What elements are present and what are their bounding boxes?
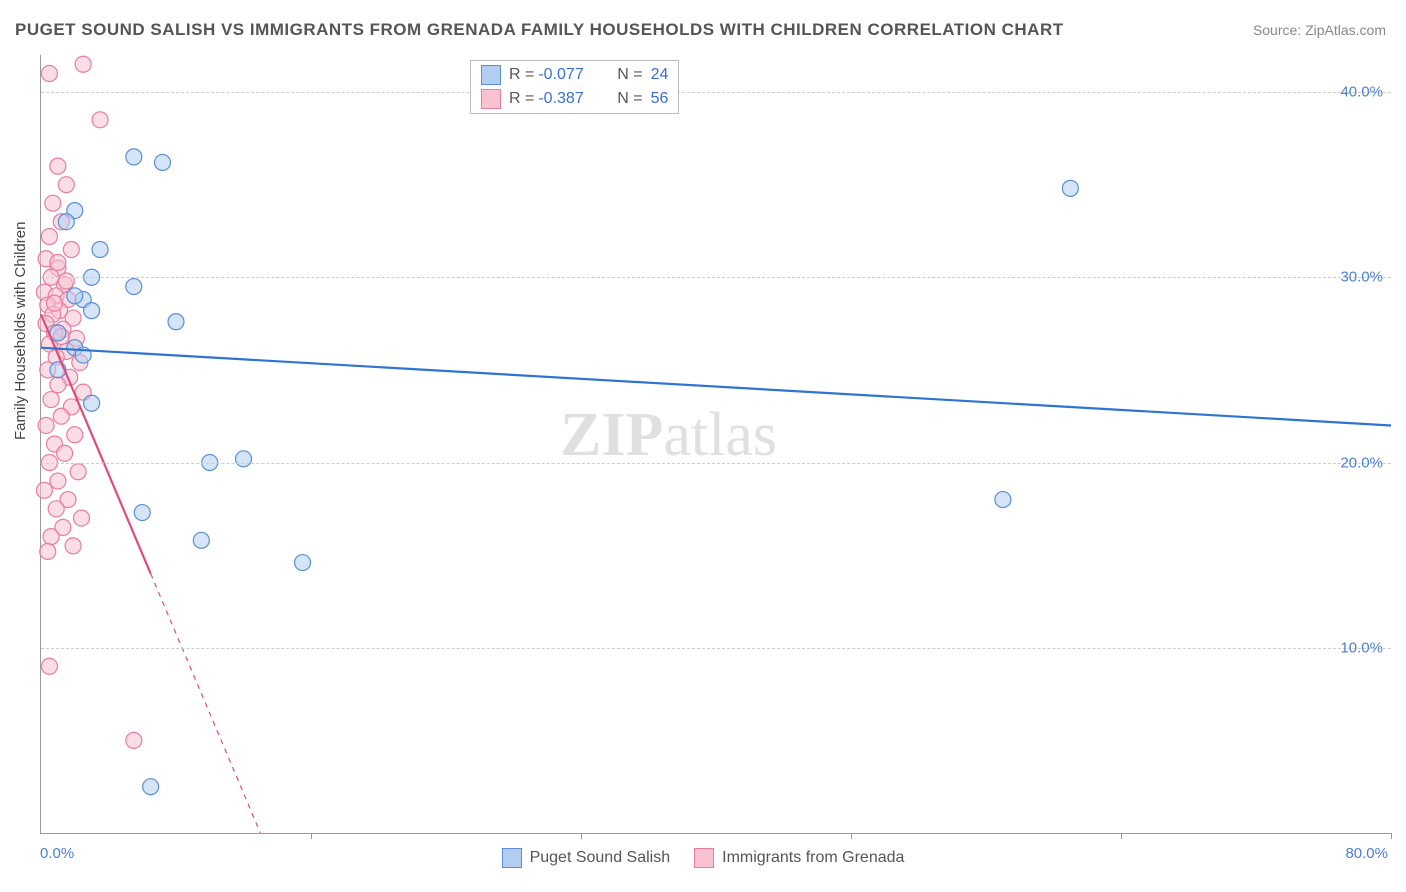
blue-point xyxy=(134,505,150,521)
r-value: -0.077 xyxy=(538,66,608,84)
pink-point xyxy=(53,408,69,424)
pink-point xyxy=(70,464,86,480)
n-value: 56 xyxy=(651,90,669,108)
blue-point xyxy=(1062,180,1078,196)
blue-point xyxy=(155,154,171,170)
blue-point xyxy=(295,555,311,571)
blue-point xyxy=(168,314,184,330)
blue-regression-line xyxy=(41,348,1391,426)
pink-point xyxy=(43,392,59,408)
pink-point xyxy=(65,538,81,554)
blue-point xyxy=(58,214,74,230)
pink-point xyxy=(47,295,63,311)
chart-title: PUGET SOUND SALISH VS IMMIGRANTS FROM GR… xyxy=(15,20,1064,40)
y-tick-label: 20.0% xyxy=(1340,454,1383,471)
chart-svg xyxy=(41,55,1391,833)
pink-swatch-icon xyxy=(481,89,501,109)
blue-swatch-icon xyxy=(502,848,522,868)
blue-point xyxy=(193,532,209,548)
blue-swatch-icon xyxy=(481,65,501,85)
x-tick xyxy=(311,833,312,839)
pink-point xyxy=(57,445,73,461)
blue-point xyxy=(126,279,142,295)
pink-point xyxy=(36,482,52,498)
y-tick-label: 30.0% xyxy=(1340,269,1383,286)
pink-point xyxy=(75,56,91,72)
blue-point xyxy=(143,779,159,795)
legend-label: Puget Sound Salish xyxy=(530,849,671,867)
r-label: R = xyxy=(509,90,534,108)
n-label: N = xyxy=(608,90,642,108)
gridline xyxy=(41,463,1391,464)
gridline xyxy=(41,92,1391,93)
pink-point xyxy=(92,112,108,128)
series-legend: Puget Sound Salish Immigrants from Grenad… xyxy=(0,848,1406,873)
pink-point xyxy=(50,377,66,393)
n-value: 24 xyxy=(651,66,669,84)
correlation-legend: R = -0.077 N = 24R = -0.387 N = 56 xyxy=(470,60,679,114)
gridline xyxy=(41,277,1391,278)
pink-point xyxy=(63,242,79,258)
blue-point xyxy=(126,149,142,165)
legend-label: Immigrants from Grenada xyxy=(722,849,904,867)
y-tick-label: 40.0% xyxy=(1340,84,1383,101)
blue-point xyxy=(92,242,108,258)
pink-point xyxy=(43,529,59,545)
blue-point xyxy=(84,303,100,319)
pink-swatch-icon xyxy=(694,848,714,868)
legend-item-pink: Immigrants from Grenada xyxy=(694,848,904,868)
blue-point xyxy=(236,451,252,467)
x-tick xyxy=(851,833,852,839)
pink-point xyxy=(126,732,142,748)
pink-point xyxy=(50,473,66,489)
pink-point xyxy=(41,66,57,82)
x-tick xyxy=(1391,833,1392,839)
pink-point xyxy=(48,501,64,517)
pink-point xyxy=(67,427,83,443)
y-tick-label: 10.0% xyxy=(1340,639,1383,656)
legend-item-blue: Puget Sound Salish xyxy=(502,848,671,868)
plot-area: 10.0% 20.0% 30.0% 40.0% xyxy=(40,55,1391,834)
pink-point xyxy=(40,543,56,559)
pink-point xyxy=(45,195,61,211)
blue-point xyxy=(995,492,1011,508)
blue-point xyxy=(84,395,100,411)
source-attribution: Source: ZipAtlas.com xyxy=(1253,22,1386,38)
x-tick xyxy=(581,833,582,839)
legend-row-pink: R = -0.387 N = 56 xyxy=(471,87,678,111)
gridline xyxy=(41,648,1391,649)
legend-row-blue: R = -0.077 N = 24 xyxy=(471,63,678,87)
pink-point xyxy=(58,273,74,289)
pink-point xyxy=(38,417,54,433)
pink-point xyxy=(41,658,57,674)
pink-point xyxy=(50,158,66,174)
r-value: -0.387 xyxy=(538,90,608,108)
pink-point xyxy=(41,229,57,245)
pink-regression-extrapolation xyxy=(151,574,261,833)
y-axis-label: Family Households with Children xyxy=(12,222,29,440)
pink-point xyxy=(74,510,90,526)
r-label: R = xyxy=(509,66,534,84)
pink-point xyxy=(58,177,74,193)
pink-point xyxy=(50,254,66,270)
n-label: N = xyxy=(608,66,642,84)
x-tick xyxy=(1121,833,1122,839)
blue-point xyxy=(67,288,83,304)
